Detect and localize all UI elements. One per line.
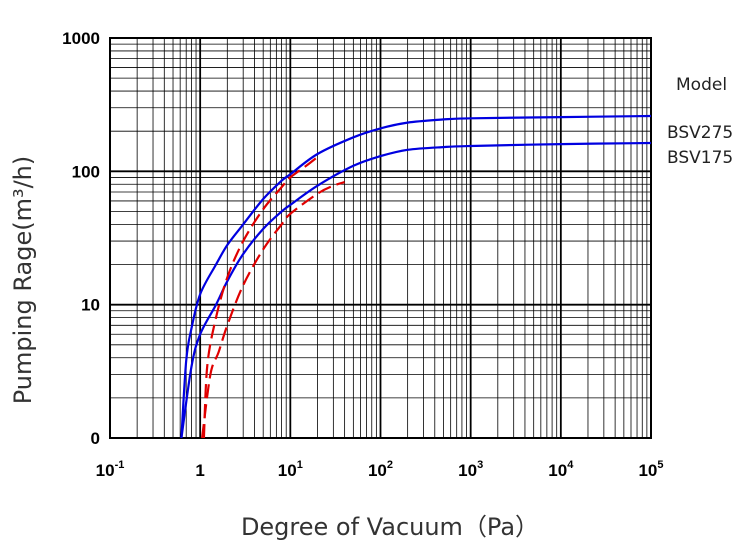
y-tick-label: 10 xyxy=(81,296,100,315)
y-tick-label: 100 xyxy=(72,162,100,181)
x-tick-label: 1 xyxy=(195,461,204,480)
y-tick-label: 1000 xyxy=(62,29,100,48)
series-group xyxy=(180,114,652,439)
series-line-dashed-2 xyxy=(202,156,319,439)
y-tick-label: 0 xyxy=(91,429,100,448)
x-tick-label: 102 xyxy=(368,459,393,480)
x-axis-label: Degree of Vacuum（Pa） xyxy=(241,513,539,541)
grid xyxy=(109,37,652,439)
x-tick-labels: 10-1 1 101 102 103 104 105 xyxy=(96,459,664,480)
x-tick-label: 105 xyxy=(638,459,663,480)
x-tick-label: 101 xyxy=(278,459,303,480)
series-line-bsv175 xyxy=(180,141,652,439)
y-axis-label: Pumping Rage(m³/h) xyxy=(9,156,37,405)
series-line-bsv275 xyxy=(180,114,652,439)
x-tick-label: 104 xyxy=(548,459,574,480)
x-tick-label: 103 xyxy=(458,459,483,480)
series-line-dashed-3 xyxy=(201,181,345,439)
x-tick-label: 10-1 xyxy=(96,459,125,480)
legend-label-bsv175: BSV175 xyxy=(667,148,733,168)
legend-label-bsv275: BSV275 xyxy=(667,123,733,143)
legend-title: Model xyxy=(676,75,727,95)
plot-frame xyxy=(109,37,652,439)
